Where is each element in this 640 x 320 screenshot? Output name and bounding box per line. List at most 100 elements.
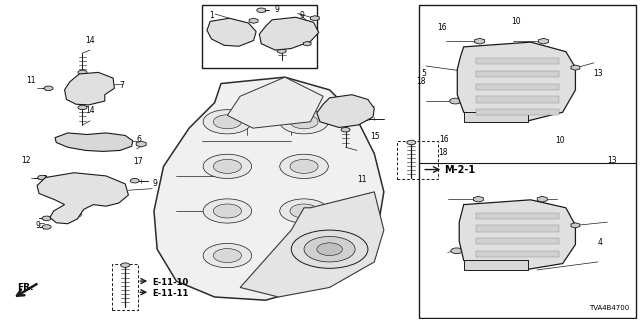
Text: 10: 10 — [511, 17, 521, 26]
Circle shape — [257, 8, 266, 12]
Polygon shape — [474, 196, 483, 202]
Circle shape — [290, 115, 318, 129]
Text: 3: 3 — [42, 175, 47, 184]
Circle shape — [290, 204, 318, 218]
Circle shape — [277, 49, 286, 53]
Text: 5: 5 — [421, 69, 426, 78]
Polygon shape — [227, 77, 323, 128]
Circle shape — [213, 249, 241, 263]
Text: 1: 1 — [209, 11, 214, 20]
Circle shape — [203, 244, 252, 268]
Bar — [419, 5, 636, 318]
Circle shape — [451, 248, 463, 254]
Circle shape — [78, 70, 87, 75]
Circle shape — [280, 199, 328, 223]
Polygon shape — [476, 84, 559, 90]
Polygon shape — [136, 141, 146, 147]
Circle shape — [213, 204, 241, 218]
Text: 10: 10 — [555, 136, 564, 145]
Text: 16: 16 — [437, 23, 447, 32]
Polygon shape — [476, 96, 559, 103]
Circle shape — [280, 110, 328, 134]
Polygon shape — [249, 18, 258, 23]
Text: 18: 18 — [417, 77, 426, 86]
Circle shape — [44, 86, 53, 91]
Circle shape — [290, 159, 318, 173]
Text: 6: 6 — [137, 135, 141, 144]
Circle shape — [317, 243, 342, 256]
Circle shape — [88, 87, 96, 91]
Text: 13: 13 — [607, 156, 617, 164]
Bar — [202, 5, 317, 68]
Polygon shape — [259, 17, 319, 50]
Circle shape — [203, 154, 252, 179]
Text: M-2: M-2 — [486, 259, 506, 268]
Polygon shape — [240, 192, 384, 297]
Bar — [113, 264, 138, 310]
Circle shape — [203, 110, 252, 134]
Polygon shape — [476, 225, 559, 232]
Text: 14: 14 — [86, 36, 95, 45]
Text: 9: 9 — [274, 5, 279, 14]
Polygon shape — [476, 71, 559, 77]
Circle shape — [42, 225, 51, 229]
Circle shape — [290, 249, 318, 263]
Polygon shape — [464, 260, 527, 270]
Polygon shape — [475, 38, 484, 44]
Polygon shape — [476, 58, 559, 64]
Circle shape — [84, 85, 100, 93]
Circle shape — [334, 105, 357, 116]
Polygon shape — [55, 133, 133, 151]
Polygon shape — [571, 223, 580, 228]
Circle shape — [213, 159, 241, 173]
Text: 12: 12 — [21, 156, 31, 164]
Polygon shape — [476, 109, 559, 116]
Circle shape — [87, 184, 106, 194]
Polygon shape — [460, 200, 575, 270]
Polygon shape — [65, 72, 115, 105]
Circle shape — [279, 29, 297, 38]
Circle shape — [341, 127, 350, 132]
Text: 11: 11 — [26, 76, 36, 85]
Circle shape — [78, 105, 87, 110]
Text: E-11-10: E-11-10 — [153, 278, 189, 287]
Text: 18: 18 — [438, 148, 448, 156]
Polygon shape — [458, 42, 575, 122]
Text: 9: 9 — [300, 11, 305, 20]
Polygon shape — [310, 16, 319, 21]
Text: FR.: FR. — [17, 283, 33, 292]
Polygon shape — [37, 173, 129, 224]
Circle shape — [203, 199, 252, 223]
Circle shape — [70, 137, 91, 147]
Polygon shape — [476, 212, 559, 219]
Text: E-11-11: E-11-11 — [153, 289, 189, 298]
Circle shape — [407, 140, 416, 145]
Text: 9: 9 — [35, 221, 40, 230]
Circle shape — [213, 115, 241, 129]
Circle shape — [121, 263, 130, 268]
Polygon shape — [317, 95, 374, 127]
Polygon shape — [537, 196, 547, 202]
Circle shape — [360, 116, 369, 121]
Text: 15: 15 — [370, 132, 380, 140]
Polygon shape — [464, 112, 527, 122]
Polygon shape — [154, 77, 384, 300]
Circle shape — [280, 154, 328, 179]
Circle shape — [450, 98, 461, 104]
Circle shape — [42, 216, 51, 220]
Polygon shape — [207, 18, 256, 46]
Circle shape — [131, 179, 140, 183]
Polygon shape — [538, 38, 548, 44]
Polygon shape — [303, 42, 311, 46]
Circle shape — [67, 210, 82, 218]
Bar — [397, 141, 438, 179]
Polygon shape — [476, 238, 559, 244]
Circle shape — [280, 244, 328, 268]
Text: 9: 9 — [152, 180, 157, 188]
Text: 2: 2 — [296, 30, 301, 39]
Text: 13: 13 — [593, 69, 603, 78]
Circle shape — [340, 108, 351, 114]
Circle shape — [291, 230, 368, 268]
Circle shape — [227, 29, 242, 36]
Text: TVA4B4700: TVA4B4700 — [589, 305, 630, 311]
